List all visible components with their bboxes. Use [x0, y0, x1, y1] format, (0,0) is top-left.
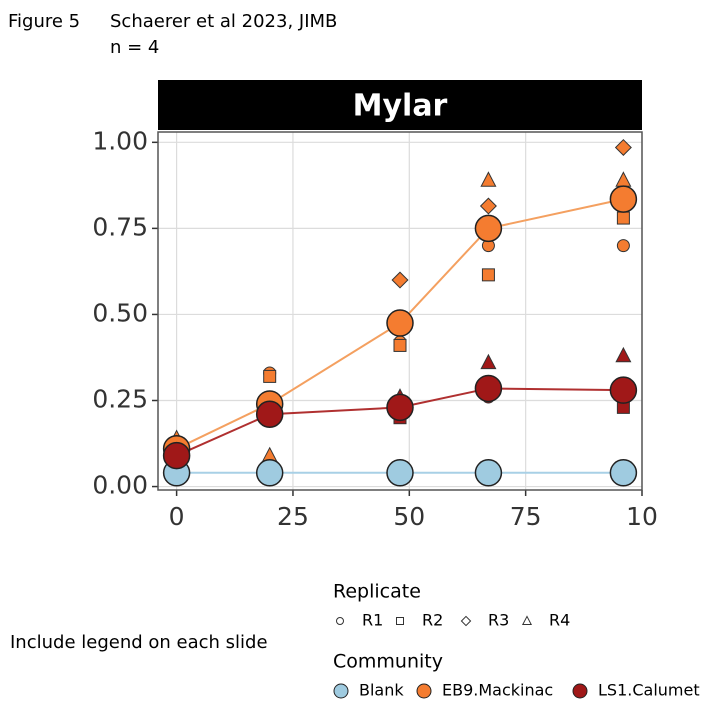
panel-strip [158, 80, 642, 130]
replicate-point [393, 338, 407, 352]
legend-label: R3 [488, 611, 509, 630]
legend-label: EB9.Mackinac [442, 681, 553, 700]
legend-label: R2 [422, 611, 443, 630]
mean-point [386, 393, 414, 422]
y-tick-label: 0.25 [92, 385, 148, 414]
x-tick-label: 10 [626, 502, 658, 531]
legend-label: R1 [362, 611, 383, 630]
replicate-point [616, 239, 630, 253]
replicate-point [480, 171, 497, 187]
legend-title: Community [333, 651, 443, 673]
citation: Schaerer et al 2023, JIMB [110, 11, 337, 32]
mean-point [162, 441, 191, 470]
legend-symbol [336, 617, 344, 625]
legend-label: R4 [549, 611, 570, 630]
note: Include legend on each slide [10, 632, 268, 653]
mean-point [386, 459, 414, 487]
legend-title: Replicate [333, 581, 421, 603]
mean-point [474, 459, 503, 487]
replicate-point [480, 353, 497, 370]
legend-swatch [333, 683, 349, 699]
legend-label: Blank [359, 681, 404, 700]
mean-point [474, 374, 503, 403]
replicate-point [614, 138, 632, 156]
replicate-point [616, 211, 630, 225]
legend-swatch [416, 683, 432, 699]
y-tick-label: 0.75 [92, 212, 148, 241]
x-tick-label: 0 [169, 502, 185, 531]
mean-point [609, 459, 638, 487]
mean-point [255, 400, 284, 429]
replicate-point [479, 197, 497, 215]
y-tick-label: 0.50 [92, 298, 148, 327]
mean-point [386, 309, 414, 337]
x-tick-label: 75 [510, 502, 542, 531]
mean-point [609, 185, 638, 213]
mean-point [255, 459, 284, 487]
plot-border [157, 131, 643, 491]
y-tick-label: 1.00 [92, 126, 148, 155]
legend-symbol [396, 617, 404, 625]
replicate-point [263, 369, 277, 383]
y-tick-label: 0.00 [92, 471, 148, 500]
replicate-point [391, 271, 409, 289]
legend-swatch [572, 683, 588, 699]
panel-title: Mylar [353, 89, 448, 124]
figure-label: Figure 5 [8, 11, 80, 32]
x-tick-label: 50 [393, 502, 425, 531]
sample-size: n = 4 [110, 37, 159, 58]
mean-point [609, 376, 638, 404]
legend-label: LS1.Calumet [598, 681, 700, 700]
legend-symbol [460, 615, 472, 627]
mean-point [474, 214, 503, 243]
x-tick-label: 25 [277, 502, 309, 531]
legend-symbol [521, 615, 533, 625]
replicate-point [481, 268, 495, 282]
replicate-point [615, 346, 632, 363]
